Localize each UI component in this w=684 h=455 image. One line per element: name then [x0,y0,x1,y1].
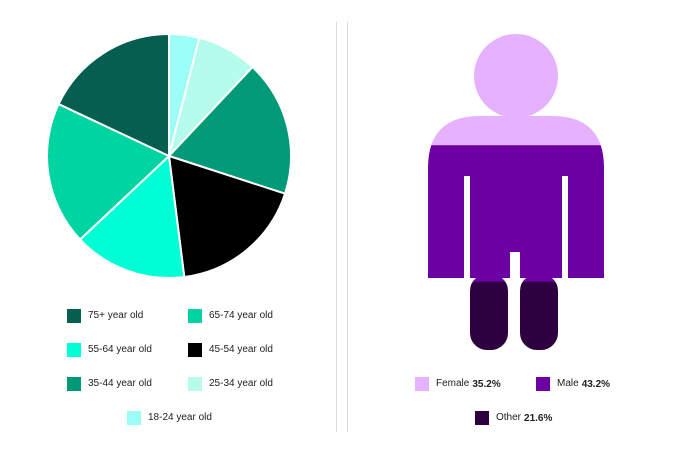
divider-line [347,22,348,432]
legend-swatch [188,377,202,391]
age-distribution-panel: 75+ year old 65-74 year old 55-64 year old… [0,0,338,455]
legend-swatch [475,411,489,425]
pie-slice-45-54-year-old [168,155,287,279]
legend-item-45-54-year-old: 45-54 year old [188,342,273,358]
pictogram-gap [562,176,568,280]
legend-item-65-74-year-old: 65-74 year old [188,308,273,324]
legend-item-75-plus-year-old: 75+ year old [67,308,143,324]
legend-value: 21.6% [524,412,553,424]
pictogram-band-female [428,34,604,146]
legend-label: 45-54 year old [209,344,273,355]
legend-item-other: Other 21.6% [475,410,552,426]
age-pie-chart [46,33,292,279]
legend-swatch [67,343,81,357]
legend-label: 25-34 year old [209,378,273,389]
pictogram-gap [464,176,470,280]
pie-slice-75-plus-year-old [57,33,170,157]
legend-label: Other [496,412,522,423]
legend-swatch [415,377,429,391]
legend-item-35-44-year-old: 35-44 year old [67,376,152,392]
legend-item-25-34-year-old: 25-34 year old [188,376,273,392]
legend-item-female: Female 35.2% [415,376,501,392]
gender-distribution-panel: Female 35.2% Male 43.2% Other 21.6% [348,0,684,455]
legend-swatch [127,411,141,425]
pie-slice-35-44-year-old [168,66,292,195]
legend-label: 35-44 year old [88,378,152,389]
legend-label: 75+ year old [88,310,144,321]
legend-swatch [67,309,81,323]
legend-item-55-64-year-old: 55-64 year old [67,342,152,358]
legend-label: Female [436,378,470,389]
legend-label: 18-24 year old [148,412,212,423]
legend-swatch [67,377,81,391]
legend-swatch [188,309,202,323]
legend-item-male: Male 43.2% [536,376,610,392]
legend-item-18-24-year-old: 18-24 year old [127,410,212,426]
pie-slice-55-64-year-old [79,155,186,279]
legend-label: Male [557,378,579,389]
divider-line [336,22,337,432]
legend-label: 55-64 year old [88,344,152,355]
pie-slice-65-74-year-old [46,103,170,241]
legend-value: 35.2% [472,378,501,390]
legend-swatch [188,343,202,357]
legend-label: 65-74 year old [209,310,273,321]
legend-value: 43.2% [581,378,611,390]
legend-swatch [536,377,550,391]
pictogram-gap [510,252,520,352]
gender-pictogram [428,34,604,352]
